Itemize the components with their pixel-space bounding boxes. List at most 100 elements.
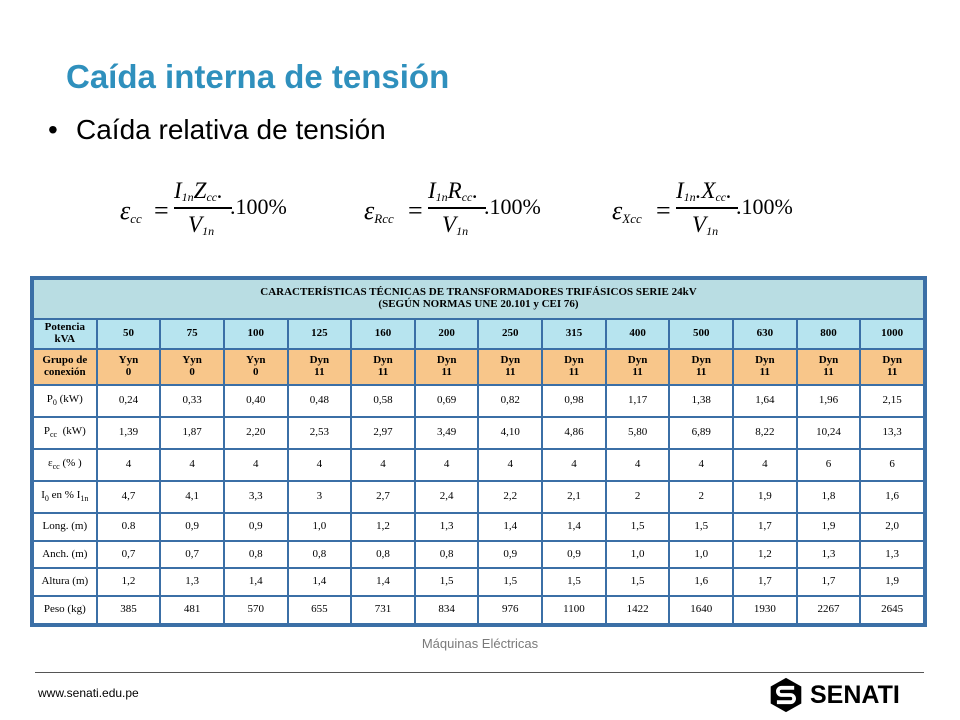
row-label-subscript: cc xyxy=(49,430,58,440)
table-cell: 0,7 xyxy=(95,539,162,570)
table-cell: 2 xyxy=(668,479,735,514)
formula-epsilon: εXcc xyxy=(612,196,642,227)
table-cell: 0,98 xyxy=(541,384,607,418)
table-cell: 1,4 xyxy=(350,567,416,598)
table-cell: 1,5 xyxy=(413,567,480,598)
table-cell: 1,96 xyxy=(795,384,862,418)
row-label: εcc (% ) xyxy=(32,447,98,482)
table-cell: 4 xyxy=(413,447,480,482)
table-row: Long. (m) 0.8 0,9 0,9 1,0 1,2 1,3 1,4 1,4 1,5 1,5 1… xyxy=(32,511,925,542)
table-cell: 1,9 xyxy=(859,567,925,598)
formula-numerator: I1nRcc. xyxy=(428,178,478,205)
table-cell: 481 xyxy=(159,595,225,625)
epsilon-subscript: cc xyxy=(130,211,142,226)
grupo-index: 11 xyxy=(823,366,834,378)
potencia-cell: 100 xyxy=(222,318,289,350)
table-cell: 0,9 xyxy=(159,511,225,542)
num-symbol: I xyxy=(676,178,684,203)
formula-ercc: εRcc = I1nRcc. V1n .100% xyxy=(364,178,554,248)
table-cell: 4 xyxy=(732,447,798,482)
formula-epsilon: εRcc xyxy=(364,196,394,227)
senati-logo-text: SENATI xyxy=(810,680,900,709)
table-cell: 976 xyxy=(477,595,544,625)
table-cell: 2,53 xyxy=(286,415,353,450)
grupo-type: Yyn xyxy=(245,354,266,367)
table-cell: 6 xyxy=(859,447,925,482)
table-cell: 0,82 xyxy=(477,384,544,418)
grupo-index: 11 xyxy=(441,366,452,378)
num-dot: . xyxy=(472,178,479,203)
grupo-type: Yyn xyxy=(182,354,202,367)
num-variable: R xyxy=(447,178,462,203)
num-subscript: 1n xyxy=(181,190,194,204)
formula-denominator: V1n xyxy=(188,212,214,239)
grupo-index: 0 xyxy=(125,366,132,378)
row-label-subscript: 0 xyxy=(52,398,57,408)
grupo-index: 11 xyxy=(568,366,580,378)
table-cell: 2 xyxy=(604,479,671,514)
table-cell: 1,0 xyxy=(286,511,353,542)
table-cell: 1,2 xyxy=(95,567,162,598)
table-cell: 0,9 xyxy=(477,539,544,570)
grupo-cell: Dyn 11 xyxy=(350,348,416,386)
table-cell: 1,5 xyxy=(477,567,544,598)
row-label-rest: (% ) xyxy=(59,457,82,470)
num-symbol: I xyxy=(428,178,436,203)
formula-denominator: V1n xyxy=(442,212,468,239)
senati-logo: SENATI xyxy=(768,676,900,714)
table-cell: 1,6 xyxy=(859,479,925,514)
grupo-index: 0 xyxy=(189,366,195,378)
table-cell: 1,3 xyxy=(859,539,925,570)
num-subscript: 1n xyxy=(435,190,448,204)
table-row: Peso (kg) 385 481 570 655 731 834 976 1100 1422 16… xyxy=(32,595,925,625)
table-row: I0 en % I1n 4,7 4,1 3,3 3 2,7 2,4 2,2 2,1 2 2 1,9 1,… xyxy=(32,479,925,514)
table-cell: 0,24 xyxy=(95,384,162,418)
grupo-type: Yyn xyxy=(118,354,139,367)
table-cell: 1,3 xyxy=(159,567,225,598)
table-cell: 6 xyxy=(795,447,862,482)
slide-title: Caída interna de tensión xyxy=(66,58,450,95)
grupo-cell: Dyn 11 xyxy=(795,348,862,386)
row-label: P0 (kW) xyxy=(32,384,98,418)
table-row: P0 (kW) 0,24 0,33 0,40 0,48 0,58 0,69 0,82 0,98 1… xyxy=(32,384,925,418)
table-title-line1: CARACTERÍSTICAS TÉCNICAS DE TRANSFORMADO… xyxy=(260,286,697,299)
row-label: I0 en % I1n xyxy=(32,479,98,514)
table-cell: 4,10 xyxy=(477,415,544,450)
num-variable-subscript: cc xyxy=(715,190,727,204)
row-label-main: Altura (m) xyxy=(41,575,89,588)
table-cell: 385 xyxy=(95,595,162,625)
percent-factor: .100% xyxy=(484,194,541,219)
table-cell: 0,48 xyxy=(286,384,353,418)
bullet-text: Caída relativa de tensión xyxy=(76,114,386,145)
row-label-main: P xyxy=(46,393,53,406)
equals-sign: = xyxy=(408,196,423,225)
table-cell: 2,7 xyxy=(350,479,416,514)
table-cell: 0,69 xyxy=(413,384,480,418)
table-cell: 4 xyxy=(668,447,735,482)
table-cell: 1,5 xyxy=(604,567,671,598)
table-cell: 2,0 xyxy=(859,511,925,542)
potencia-label: Potencia kVA xyxy=(32,318,98,350)
epsilon-subscript: Xcc xyxy=(622,211,642,226)
footer-course-name: Máquinas Eléctricas xyxy=(421,636,539,651)
table-cell: 1,9 xyxy=(732,479,798,514)
bullet-marker: • xyxy=(48,114,58,145)
grupo-cell: Yyn 0 xyxy=(222,348,289,386)
num-subscript: 1n xyxy=(683,190,696,204)
table-cell: 0,9 xyxy=(222,511,289,542)
table-cell: 1,64 xyxy=(732,384,798,418)
table-cell: 0,33 xyxy=(159,384,225,418)
table-cell: 1,7 xyxy=(795,567,862,598)
row-label: Pcc (kW) xyxy=(32,415,98,450)
table-cell: 1,38 xyxy=(668,384,735,418)
table-cell: 0,8 xyxy=(413,539,480,570)
table-cell: 4,7 xyxy=(95,479,162,514)
den-subscript: 1n xyxy=(456,224,469,238)
table-cell: 1,5 xyxy=(668,511,735,542)
table-cell: 834 xyxy=(413,595,480,625)
epsilon-symbol: ε xyxy=(364,196,375,225)
row-label-subscript: cc xyxy=(52,462,60,472)
row-label-main: Anch. (m) xyxy=(42,547,88,560)
grupo-index: 0 xyxy=(252,366,259,378)
grupo-cell: Yyn 0 xyxy=(159,348,225,386)
